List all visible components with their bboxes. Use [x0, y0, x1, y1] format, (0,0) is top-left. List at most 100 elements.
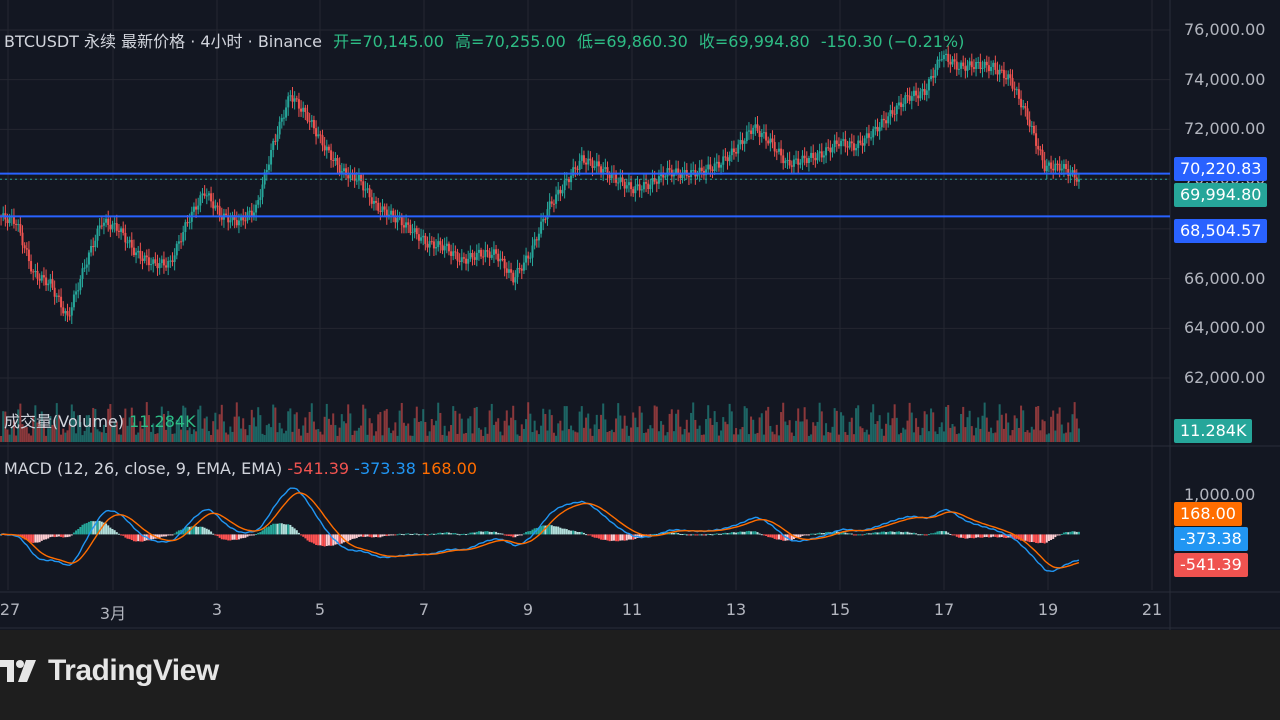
volume-bar [338, 427, 341, 442]
candle-body [79, 278, 82, 291]
macd-histogram-bar [818, 532, 821, 535]
volume-value: 11.284K [129, 412, 196, 431]
volume-bar [572, 430, 575, 442]
macd-histogram-bar [192, 525, 195, 535]
candle-body [488, 251, 491, 258]
macd-histogram-bar [799, 534, 802, 538]
macd-histogram-bar [919, 534, 922, 536]
volume-bar [75, 433, 78, 442]
macd-histogram-bar [274, 523, 277, 535]
candle-body [657, 176, 660, 184]
candle-body [831, 147, 834, 153]
candle-body [201, 193, 204, 196]
macd-histogram-bar [1000, 534, 1003, 538]
candle-body [850, 141, 853, 144]
volume-bar [477, 427, 480, 442]
volume-series [0, 402, 1080, 442]
candle-body [379, 210, 382, 212]
candle-body [1017, 89, 1020, 99]
volume-bar [330, 424, 333, 442]
volume-bar [889, 425, 892, 442]
volume-bar [115, 421, 118, 442]
candle-body [441, 244, 444, 251]
candle-body [332, 160, 335, 162]
volume-bar [919, 435, 922, 442]
volume-bar [660, 421, 663, 442]
volume-legend[interactable]: 成交量(Volume) 11.284K [4, 408, 196, 432]
candle-body [962, 62, 965, 67]
macd-histogram-bar [68, 534, 71, 537]
candle-body [906, 95, 909, 97]
volume-bar [987, 431, 990, 442]
candle-body [735, 152, 738, 154]
candle-body [45, 277, 48, 286]
candle-body [610, 173, 613, 179]
volume-bar [672, 431, 675, 442]
volume-bar [128, 417, 131, 442]
macd-line [0, 487, 1080, 573]
candle-body [546, 209, 549, 219]
macd-histogram-bar [567, 530, 570, 535]
macd-histogram-bar [1052, 534, 1055, 539]
candle-body [445, 243, 448, 247]
volume-bar [690, 412, 693, 442]
volume-bar [222, 421, 225, 442]
upper-line-price-tag: 70,220.83 [1174, 157, 1268, 181]
candle-body [726, 157, 729, 162]
macd-histogram-bar [60, 534, 63, 537]
volume-bar [345, 423, 348, 442]
volume-bar [447, 431, 450, 442]
volume-bar [317, 429, 320, 442]
macd-histogram-bar [205, 528, 208, 535]
candle-body [634, 186, 637, 194]
volume-bar [90, 432, 93, 442]
volume-bar [1073, 402, 1076, 442]
candle-body [1022, 106, 1025, 108]
volume-bar [975, 427, 978, 442]
macd-histogram-bar [557, 526, 560, 535]
volume-bar [197, 409, 200, 442]
macd-histogram-bar [762, 534, 765, 536]
macd-histogram-bar [619, 534, 622, 541]
volume-bar [767, 406, 770, 442]
volume-bar [460, 418, 463, 442]
candle-body [435, 247, 438, 249]
macd-histogram-bar [855, 534, 858, 536]
candle-body [25, 248, 28, 250]
candle-body [750, 130, 753, 134]
volume-bar [977, 417, 980, 442]
volume-bar [482, 435, 485, 442]
volume-bar [265, 425, 268, 442]
volume-bar [192, 429, 195, 442]
macd-histogram-bar [488, 531, 491, 535]
symbol-title[interactable]: BTCUSDT 永续 最新价格 · 4小时 · Binance [4, 32, 322, 51]
candle-body [291, 95, 294, 102]
volume-bar [424, 422, 427, 442]
volume-bar [392, 430, 395, 442]
volume-bar [165, 429, 168, 442]
volume-bar [81, 435, 84, 442]
candle-body [707, 164, 710, 170]
candle-body [447, 243, 450, 252]
macd-histogram-bar [992, 534, 995, 537]
candle-body [115, 223, 118, 231]
volume-bar [801, 421, 804, 442]
volume-bar [83, 430, 86, 442]
macd-histogram-bar [970, 534, 973, 539]
macd-legend[interactable]: MACD (12, 26, close, 9, EMA, EMA) -541.3… [4, 459, 477, 478]
candle-body [259, 197, 262, 200]
tradingview-logo[interactable]: TradingView [0, 654, 219, 688]
macd-histogram-bar [975, 534, 978, 538]
candle-body [139, 250, 142, 259]
macd-histogram-bar [533, 528, 536, 535]
macd-histogram-bar [141, 534, 144, 542]
candle-body [460, 257, 463, 262]
candle-body [1062, 164, 1065, 169]
volume-bar [297, 428, 300, 442]
macd-histogram-bar [64, 534, 67, 538]
volume-bar [857, 405, 860, 442]
macd-histogram-bar [212, 533, 215, 535]
volume-bar [490, 403, 493, 442]
candle-body [730, 148, 733, 156]
